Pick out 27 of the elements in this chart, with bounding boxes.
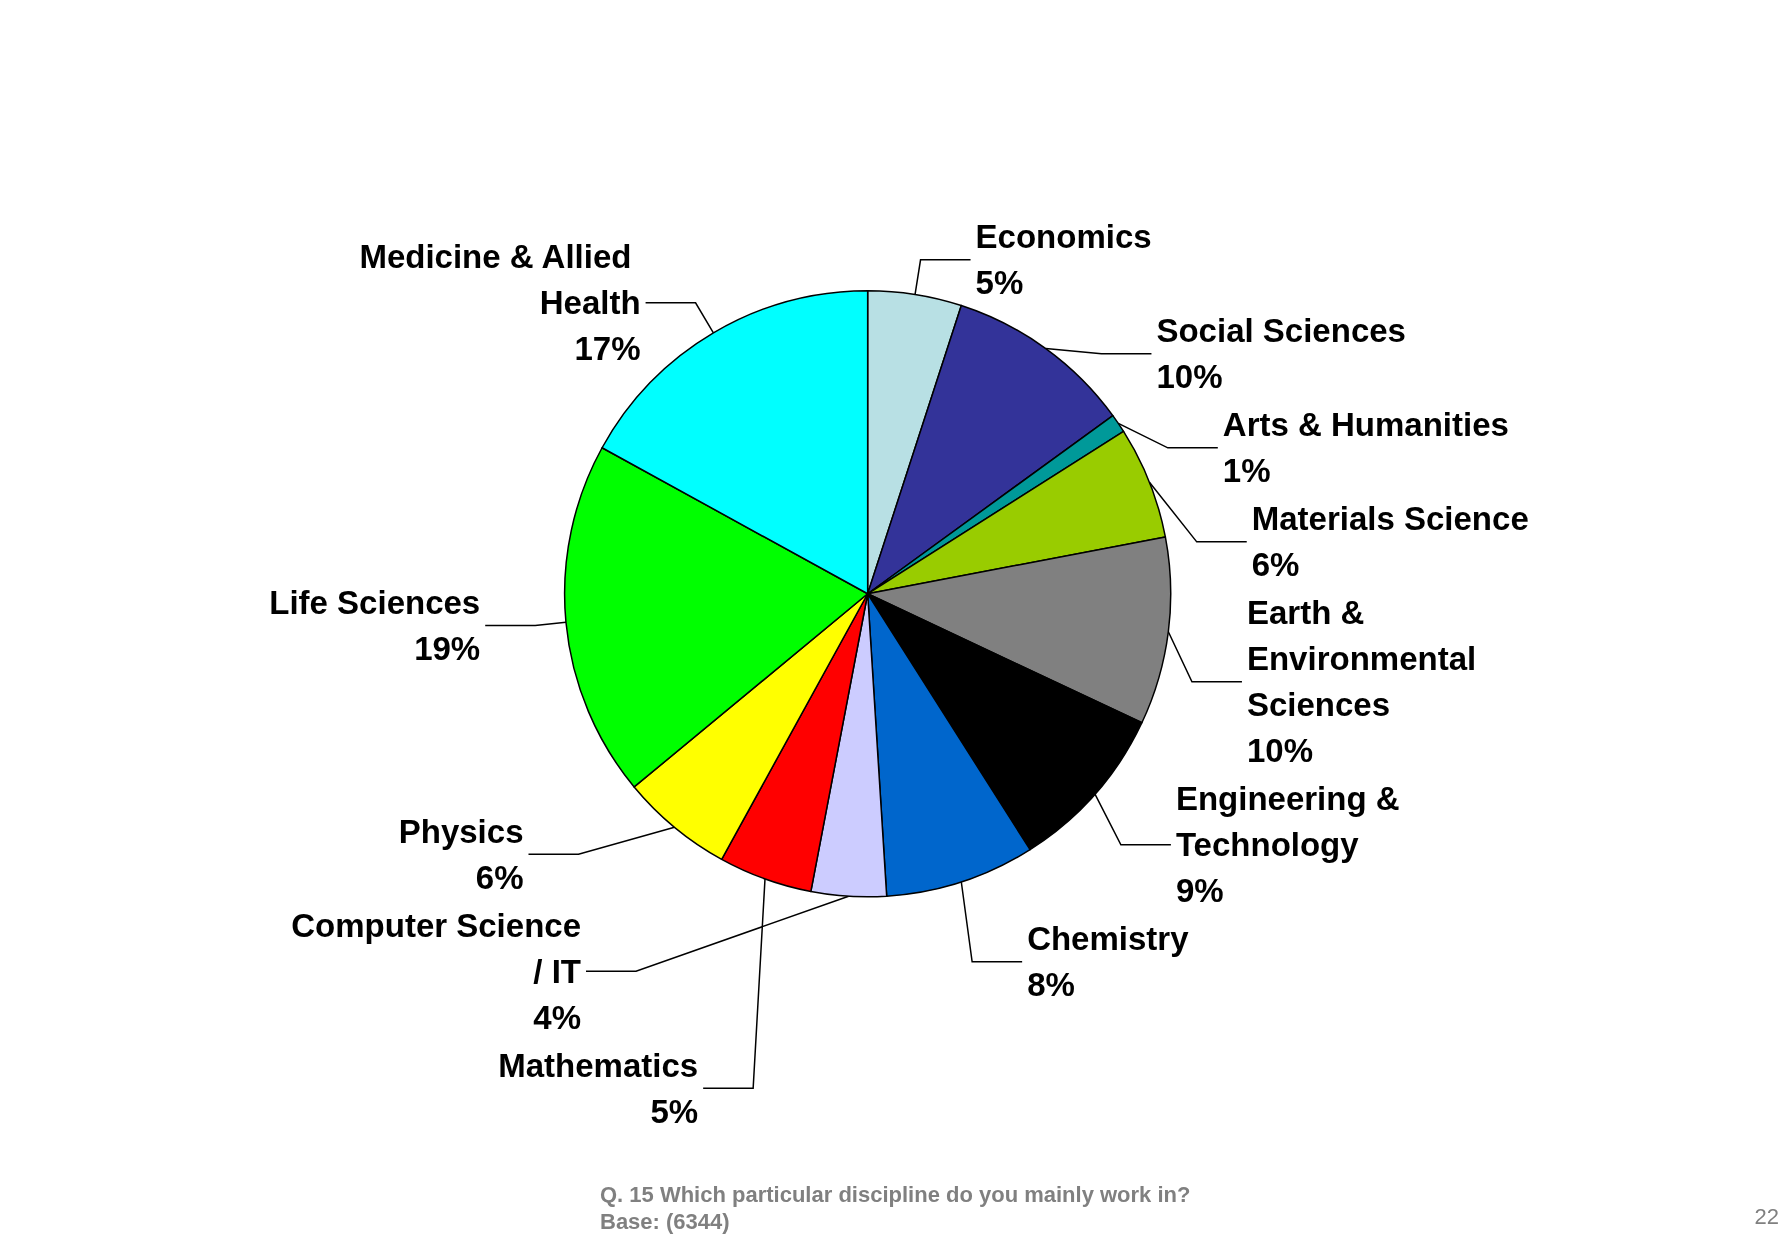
data-label: 10% xyxy=(1156,358,1223,396)
text: 22 xyxy=(1754,1203,1780,1229)
data-label: 9% xyxy=(1175,872,1224,910)
data-label: 19% xyxy=(414,630,481,668)
slice-label: Physics xyxy=(398,812,524,850)
data-label: 8% xyxy=(1027,966,1075,1004)
slice-label: Economics xyxy=(975,218,1152,256)
data-label: 6% xyxy=(475,858,524,896)
data-label: 10% xyxy=(1246,732,1314,770)
slice-label: Mathematics xyxy=(498,1046,699,1084)
slice-label: Medicine & Allied Health xyxy=(359,238,641,322)
slice-label: Arts & Humanities xyxy=(1222,406,1509,444)
slice-label: Materials Science xyxy=(1251,500,1529,538)
slice-label: Earth & Environmental Sciences xyxy=(1246,594,1486,724)
data-label: 6% xyxy=(1251,546,1300,584)
text: Q. 15 Which particular discipline do you mainly work in? xyxy=(600,1181,1191,1207)
data-label: 5% xyxy=(650,1092,699,1130)
slice-label: Chemistry xyxy=(1027,920,1190,958)
data-label: 17% xyxy=(574,330,641,368)
slice-label: Social Sciences xyxy=(1156,312,1406,350)
slice-label: Life Sciences xyxy=(269,584,481,622)
data-label: 5% xyxy=(975,264,1024,302)
text: Base: (6344) xyxy=(600,1208,730,1234)
data-label: 4% xyxy=(533,998,581,1036)
data-label: 1% xyxy=(1222,452,1271,490)
slice-label: Engineering & Technology xyxy=(1175,780,1409,864)
slice-label: Computer Science / IT xyxy=(291,906,581,990)
